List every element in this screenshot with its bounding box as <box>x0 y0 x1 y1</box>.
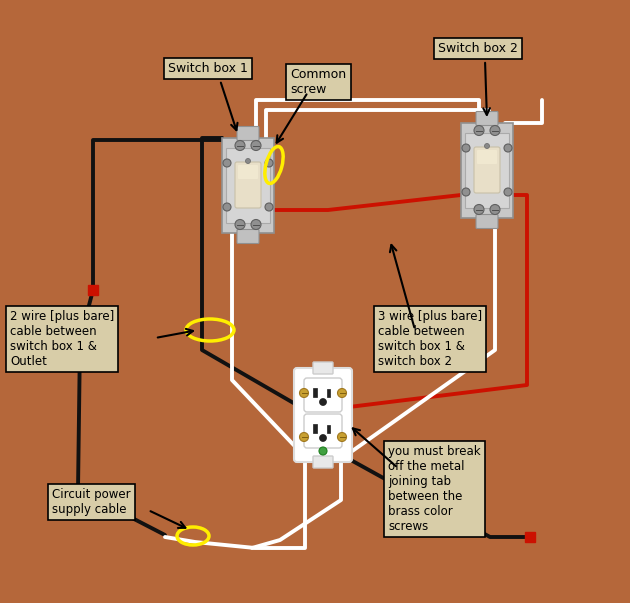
Circle shape <box>490 204 500 215</box>
FancyBboxPatch shape <box>327 389 330 397</box>
FancyBboxPatch shape <box>313 456 333 468</box>
FancyBboxPatch shape <box>476 112 498 125</box>
FancyBboxPatch shape <box>237 230 259 244</box>
Text: you must break
off the metal
joining tab
between the
brass color
screws: you must break off the metal joining tab… <box>388 445 481 533</box>
Text: 3 wire [plus bare]
cable between
switch box 1 &
switch box 2: 3 wire [plus bare] cable between switch … <box>378 310 482 368</box>
Circle shape <box>265 203 273 211</box>
Circle shape <box>235 219 245 230</box>
FancyBboxPatch shape <box>226 148 270 223</box>
Circle shape <box>504 144 512 152</box>
Circle shape <box>474 204 484 215</box>
Circle shape <box>484 144 490 148</box>
FancyBboxPatch shape <box>222 137 274 233</box>
Text: 2 wire [plus bare]
cable between
switch box 1 &
Outlet: 2 wire [plus bare] cable between switch … <box>10 310 114 368</box>
Text: Common
screw: Common screw <box>290 68 346 96</box>
Circle shape <box>474 125 484 136</box>
FancyBboxPatch shape <box>313 424 317 433</box>
Circle shape <box>462 144 470 152</box>
Text: Circuit power
supply cable: Circuit power supply cable <box>52 488 130 516</box>
Circle shape <box>504 188 512 196</box>
FancyBboxPatch shape <box>237 127 259 140</box>
Text: Switch box 1: Switch box 1 <box>168 62 248 75</box>
FancyBboxPatch shape <box>235 162 261 208</box>
FancyBboxPatch shape <box>461 122 513 218</box>
FancyBboxPatch shape <box>474 147 500 193</box>
Text: Switch box 2: Switch box 2 <box>438 42 518 55</box>
Circle shape <box>223 203 231 211</box>
Circle shape <box>319 399 326 405</box>
Circle shape <box>265 159 273 167</box>
Circle shape <box>299 388 309 397</box>
FancyBboxPatch shape <box>476 215 498 229</box>
FancyBboxPatch shape <box>465 133 509 207</box>
FancyBboxPatch shape <box>477 150 497 164</box>
FancyBboxPatch shape <box>238 165 258 179</box>
FancyBboxPatch shape <box>327 425 330 433</box>
FancyBboxPatch shape <box>294 368 352 462</box>
Circle shape <box>462 188 470 196</box>
Circle shape <box>251 140 261 151</box>
FancyBboxPatch shape <box>304 414 342 448</box>
FancyBboxPatch shape <box>313 362 333 374</box>
Circle shape <box>319 447 327 455</box>
Circle shape <box>319 435 326 441</box>
Circle shape <box>251 219 261 230</box>
Circle shape <box>338 388 346 397</box>
Circle shape <box>299 432 309 441</box>
Circle shape <box>338 432 346 441</box>
Circle shape <box>490 125 500 136</box>
Circle shape <box>223 159 231 167</box>
FancyBboxPatch shape <box>304 378 342 412</box>
Circle shape <box>246 159 251 163</box>
Circle shape <box>235 140 245 151</box>
FancyBboxPatch shape <box>313 388 317 397</box>
